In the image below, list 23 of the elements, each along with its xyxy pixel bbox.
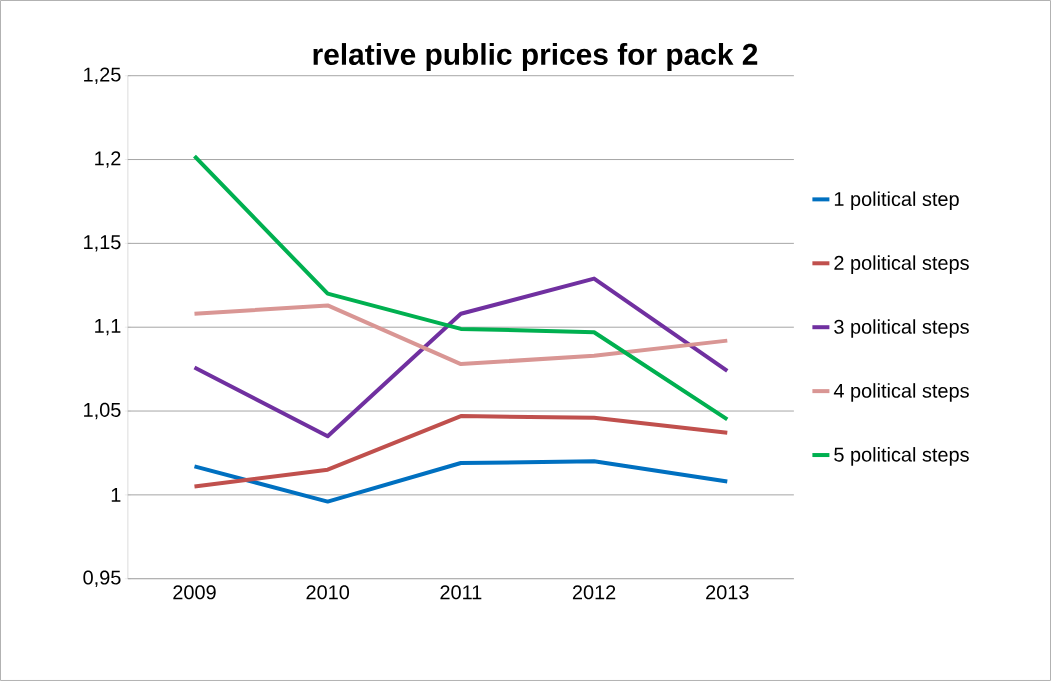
y-tick-label: 1,2: [95, 151, 121, 168]
x-tick-label: 2012: [572, 585, 616, 600]
chart-title: relative public prices for pack 2: [313, 43, 758, 71]
y-tick-label: 0,95: [83, 570, 121, 587]
y-tick-label: 1,15: [84, 235, 121, 252]
legend-label: 2 political steps: [834, 255, 969, 274]
x-tick-label: 2013: [706, 585, 749, 600]
line-series: [192, 154, 730, 422]
legend-label: 5 political steps: [834, 447, 969, 466]
legend-label: 1 political step: [834, 191, 959, 210]
x-tick-label: 2009: [173, 585, 216, 600]
y-tick-label: 1,1: [95, 319, 121, 336]
legend-label: 3 political steps: [834, 319, 969, 338]
line-series: [192, 276, 730, 439]
y-tick-label: 1: [111, 488, 121, 502]
line-series: [192, 303, 730, 367]
line-series: [192, 414, 730, 489]
y-tick-label: 1,25: [84, 67, 121, 84]
x-tick-label: 2010: [306, 585, 350, 600]
x-tick-label: 2011: [440, 585, 482, 600]
line-series: [192, 459, 730, 504]
y-tick-label: 1,05: [84, 402, 121, 420]
legend-label: 4 political steps: [833, 383, 969, 402]
